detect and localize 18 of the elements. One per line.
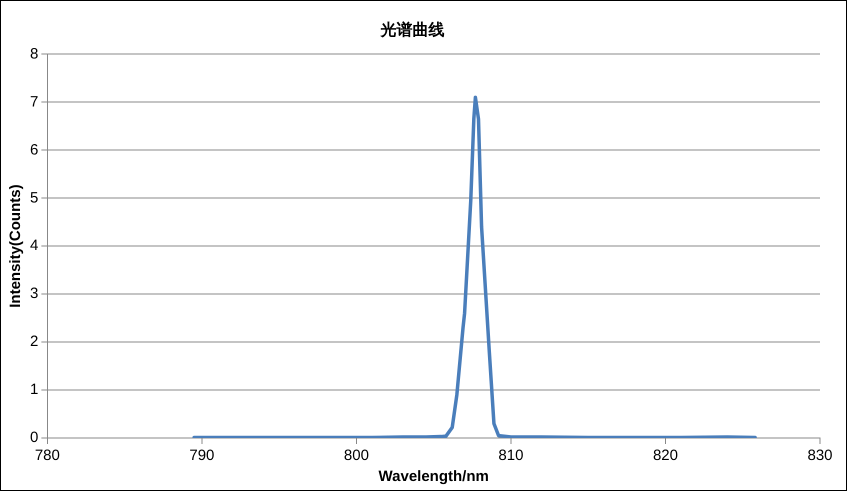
x-tick-label: 780 <box>34 447 60 464</box>
y-tick-label: 2 <box>30 333 38 350</box>
y-tick-label: 4 <box>30 237 38 254</box>
x-tick-label: 790 <box>189 447 214 464</box>
y-tick-label: 5 <box>30 189 38 206</box>
y-tick-label: 7 <box>30 93 38 110</box>
x-tick-label: 810 <box>498 447 524 464</box>
x-tick-label: 800 <box>344 447 369 464</box>
chart-title: 光谱曲线 <box>380 21 444 40</box>
y-tick-label: 1 <box>30 381 38 398</box>
x-tick-label: 820 <box>652 447 678 464</box>
y-tick-label: 8 <box>30 45 38 62</box>
x-tick-label: 830 <box>807 447 833 464</box>
y-axis-title: Intensity(Counts) <box>7 184 24 308</box>
y-tick-label: 6 <box>30 141 38 158</box>
y-tick-label: 3 <box>30 285 38 302</box>
x-axis-title: Wavelength/nm <box>378 468 489 486</box>
y-tick-label: 0 <box>30 429 38 446</box>
